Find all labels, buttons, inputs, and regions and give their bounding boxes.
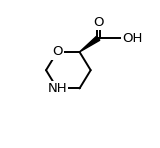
Text: O: O: [93, 16, 103, 29]
Text: NH: NH: [47, 82, 67, 95]
Polygon shape: [80, 36, 100, 52]
Text: OH: OH: [122, 32, 143, 45]
Text: O: O: [52, 45, 62, 58]
